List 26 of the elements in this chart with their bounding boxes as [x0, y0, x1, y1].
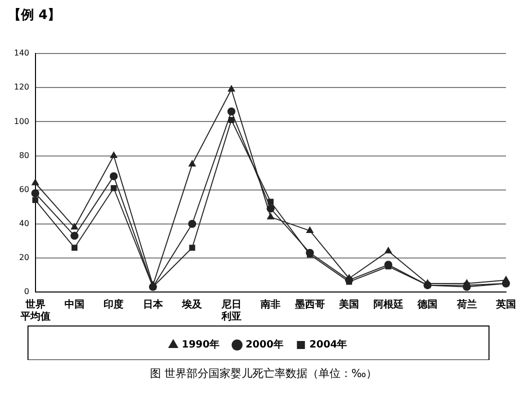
x-tick-label: 世界平均值 [19, 298, 50, 323]
x-tick-label: 印度 [104, 298, 124, 311]
x-tick-label: 阿根廷 [373, 298, 404, 311]
x-tick-label: 美国 [338, 298, 360, 311]
x-tick-label: 日本 [142, 298, 164, 311]
y-tick-label: 80 [19, 150, 30, 160]
legend-label: 1990年 [182, 338, 220, 351]
chart-title: 【例 4】 [8, 7, 61, 24]
legend-label: 2004年 [309, 338, 348, 351]
y-tick-label: 100 [14, 116, 30, 126]
x-tick-label: 英国 [495, 298, 516, 311]
y-tick-label: 0 [24, 287, 30, 296]
y-tick-label: 120 [14, 82, 30, 92]
x-tick-label: 墨西哥 [294, 298, 325, 311]
y-tick-label: 20 [19, 253, 30, 262]
x-tick-label: 中国 [64, 298, 84, 311]
x-tick-label: 埃及 [181, 298, 204, 311]
y-tick-label: 140 [14, 48, 30, 58]
x-tick-label: 荷兰 [456, 298, 477, 311]
text: 图 世界部分国家婴儿死亡率数据（单位：‰） [148, 366, 378, 381]
y-tick-label: 60 [19, 184, 30, 194]
x-tick-label: 德国 [416, 298, 438, 311]
x-tick-label: 南非 [260, 298, 281, 311]
x-tick-label: 尼日利亚 [220, 298, 242, 323]
y-tick-label: 40 [19, 218, 30, 228]
legend-label: 2000年 [246, 338, 284, 351]
